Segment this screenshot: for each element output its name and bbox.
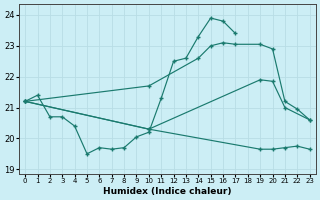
X-axis label: Humidex (Indice chaleur): Humidex (Indice chaleur) (103, 187, 232, 196)
